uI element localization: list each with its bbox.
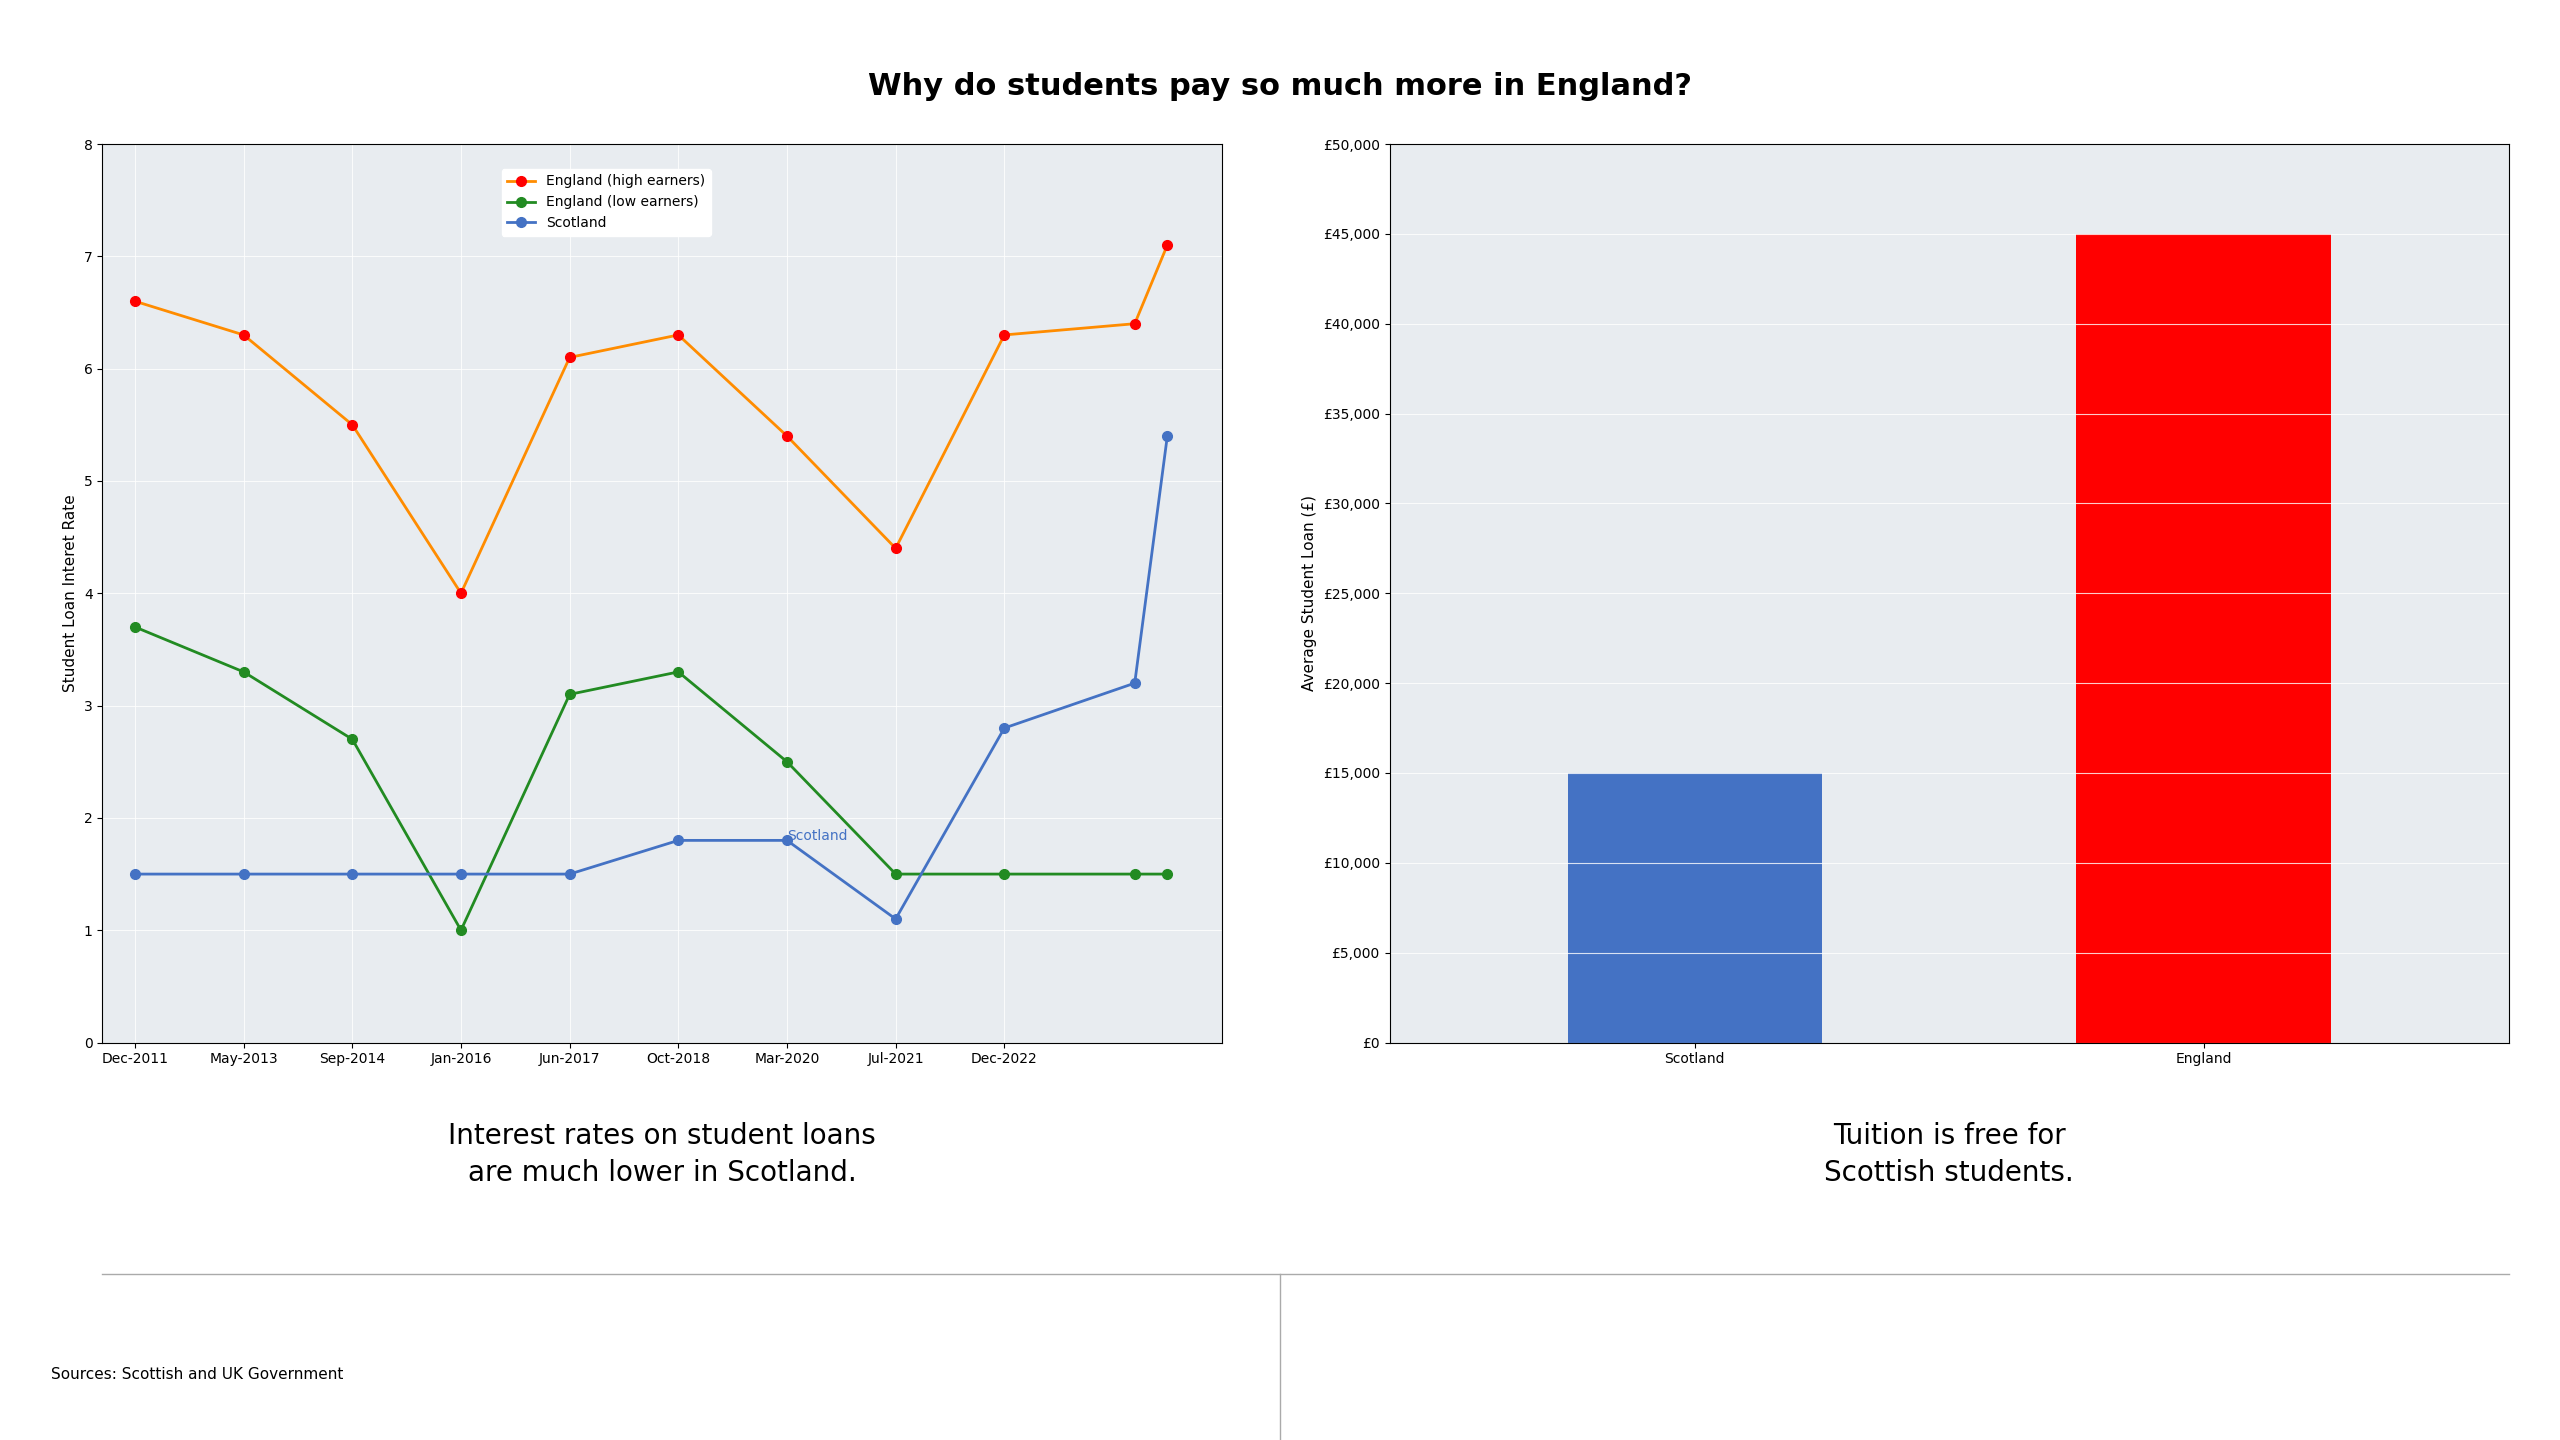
England (high earners) bbox=[663, 327, 694, 344]
Scotland bbox=[663, 832, 694, 850]
Scotland bbox=[771, 832, 801, 850]
England (low earners) bbox=[228, 664, 259, 681]
Bar bbox=[1567, 773, 1823, 1043]
Text: SB►: SB► bbox=[2445, 1346, 2483, 1365]
Line: England (high earners): England (high earners) bbox=[131, 240, 1172, 598]
England (high earners) bbox=[1119, 315, 1149, 333]
Text: Interest rates on student loans
are much lower in Scotland.: Interest rates on student loans are much… bbox=[448, 1123, 876, 1187]
England (low earners) bbox=[881, 865, 911, 883]
Line: Scotland: Scotland bbox=[131, 431, 1172, 924]
England (low earners) bbox=[120, 618, 151, 635]
Scotland bbox=[338, 865, 369, 883]
Scotland bbox=[881, 910, 911, 927]
Scotland bbox=[1152, 428, 1183, 445]
Text: Sources: Scottish and UK Government: Sources: Scottish and UK Government bbox=[51, 1368, 343, 1382]
Scotland bbox=[1119, 674, 1149, 691]
England (low earners) bbox=[445, 922, 476, 939]
England (low earners) bbox=[556, 685, 586, 703]
Scotland bbox=[445, 865, 476, 883]
England (low earners) bbox=[663, 664, 694, 681]
England (high earners) bbox=[881, 540, 911, 557]
Scotland bbox=[988, 720, 1019, 737]
England (high earners) bbox=[228, 327, 259, 344]
Y-axis label: Student Loan Interet Rate: Student Loan Interet Rate bbox=[64, 494, 79, 693]
England (high earners) bbox=[988, 327, 1019, 344]
England (high earners) bbox=[445, 585, 476, 602]
England (low earners) bbox=[1152, 865, 1183, 883]
Text: Why do students pay so much more in England?: Why do students pay so much more in Engl… bbox=[868, 72, 1692, 101]
Text: Tuition is free for
Scottish students.: Tuition is free for Scottish students. bbox=[1825, 1123, 2074, 1187]
England (low earners) bbox=[1119, 865, 1149, 883]
Y-axis label: Average Student Loan (£): Average Student Loan (£) bbox=[1303, 495, 1318, 691]
England (high earners) bbox=[1152, 236, 1183, 253]
England (high earners) bbox=[771, 428, 801, 445]
Scotland bbox=[556, 865, 586, 883]
England (low earners) bbox=[988, 865, 1019, 883]
Legend: England (high earners), England (low earners), Scotland: England (high earners), England (low ear… bbox=[502, 168, 712, 236]
England (high earners) bbox=[556, 348, 586, 366]
Scotland bbox=[120, 865, 151, 883]
Line: England (low earners): England (low earners) bbox=[131, 622, 1172, 935]
England (low earners) bbox=[771, 753, 801, 770]
Scotland bbox=[228, 865, 259, 883]
England (high earners) bbox=[338, 416, 369, 433]
Text: Scotland: Scotland bbox=[786, 829, 847, 844]
Bar bbox=[2076, 233, 2330, 1043]
England (low earners) bbox=[338, 730, 369, 747]
Text: EU: EU bbox=[2450, 1390, 2478, 1408]
England (high earners) bbox=[120, 292, 151, 310]
